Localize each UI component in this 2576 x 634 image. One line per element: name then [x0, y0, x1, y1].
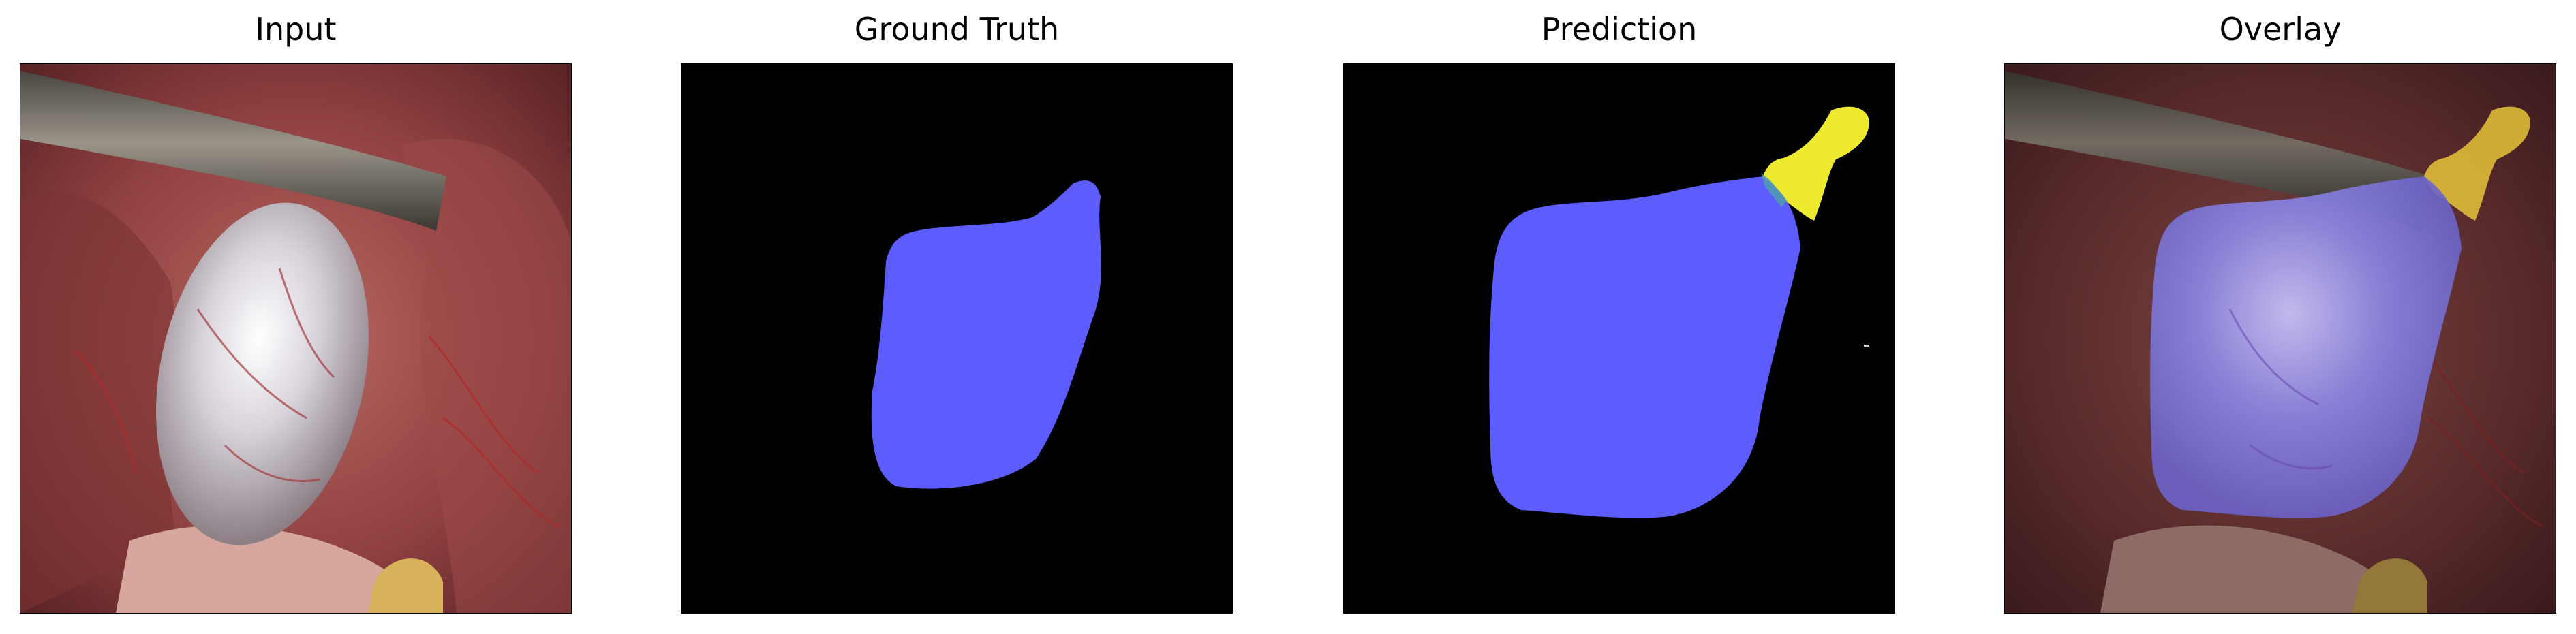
overlay-image — [2004, 63, 2556, 614]
panel-prediction: Prediction — [1343, 0, 1895, 634]
panel-input: Input — [20, 0, 572, 634]
ground-truth-mask — [681, 63, 1233, 614]
prediction-mask-image — [1344, 64, 1895, 613]
gt-organ-region — [871, 180, 1101, 489]
ground-truth-mask-image — [681, 64, 1232, 613]
panel-title-input: Input — [255, 11, 337, 48]
panel-overlay: Overlay — [2004, 0, 2556, 634]
panel-title-prediction: Prediction — [1541, 11, 1698, 48]
pred-yellow-region — [1763, 106, 1869, 221]
overlay-organ-region — [2150, 176, 2462, 518]
input-image — [20, 63, 572, 614]
pred-organ-region — [1489, 176, 1800, 518]
overlay-yellow-region — [2424, 106, 2530, 221]
panel-title-overlay: Overlay — [2219, 11, 2342, 48]
overlay-composite — [2005, 64, 2556, 613]
panel-ground-truth: Ground Truth — [681, 0, 1233, 634]
prediction-mask — [1343, 63, 1895, 614]
panel-title-ground-truth: Ground Truth — [854, 11, 1060, 48]
input-surgical-scene — [20, 64, 571, 613]
